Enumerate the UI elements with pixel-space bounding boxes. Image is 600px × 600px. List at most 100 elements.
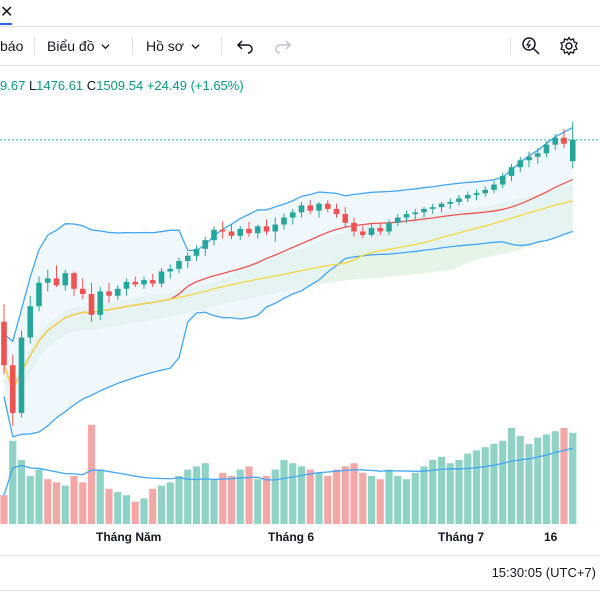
candle-body xyxy=(386,222,392,232)
volume-bar xyxy=(166,482,174,524)
candle-body xyxy=(482,189,489,194)
candle-body xyxy=(316,203,322,211)
bottom-bar xyxy=(0,590,600,600)
volume-bar xyxy=(315,472,323,524)
candle-body xyxy=(149,280,156,284)
profile-menu-button[interactable]: Hồ sơ xyxy=(146,27,200,65)
footer-divider xyxy=(0,555,600,556)
volume-bar xyxy=(324,476,332,524)
zoom-lightning-icon xyxy=(522,37,540,55)
candle-body xyxy=(114,288,121,296)
volume-bar xyxy=(184,469,192,524)
candle-body xyxy=(447,201,454,204)
volume-bar xyxy=(245,466,253,524)
time-axis-label: 16 xyxy=(544,530,558,544)
volume-bar xyxy=(525,444,533,524)
candle-body xyxy=(228,231,235,236)
candle-body xyxy=(351,222,357,232)
volume-bar xyxy=(446,463,454,524)
gear-icon xyxy=(560,36,578,56)
settings-button[interactable] xyxy=(556,33,582,59)
volume-bar xyxy=(26,476,34,524)
volume-bar xyxy=(79,482,87,524)
toolbar-truncated-item[interactable]: báo xyxy=(0,27,23,65)
volume-bar xyxy=(437,456,446,524)
candle-body xyxy=(272,224,279,232)
candle-body xyxy=(167,268,174,272)
volume-bar xyxy=(481,447,489,524)
chart-menu-label: Biểu đồ xyxy=(47,38,95,54)
volume-bar xyxy=(560,428,568,524)
candle-body xyxy=(193,248,200,256)
quick-search-button[interactable] xyxy=(518,33,544,59)
volume-bar xyxy=(44,479,52,524)
volume-bar xyxy=(516,436,524,524)
volume-bar xyxy=(96,469,104,524)
volume-moving-average xyxy=(3,447,573,496)
candle-body xyxy=(176,261,182,269)
candle-body xyxy=(44,278,51,283)
undo-button[interactable] xyxy=(232,33,258,59)
volume-bar xyxy=(61,485,69,524)
candle-body xyxy=(517,160,524,168)
candle-body xyxy=(333,208,340,215)
candle-body xyxy=(53,278,60,286)
volume-bar xyxy=(87,424,96,524)
legend-low-label: L xyxy=(28,78,37,93)
volume-bar xyxy=(332,469,341,524)
candle-body xyxy=(88,294,95,315)
chevron-down-icon xyxy=(191,43,200,49)
volume-bar xyxy=(236,469,244,524)
volume-bar xyxy=(499,440,507,524)
toolbar-divider xyxy=(221,37,222,55)
candle-body xyxy=(79,288,86,294)
bollinger-lower-line xyxy=(3,230,573,438)
candle-body xyxy=(246,228,252,234)
legend-change: +24.49 xyxy=(146,78,187,93)
volume-bar xyxy=(0,495,8,524)
price-chart[interactable] xyxy=(0,66,600,526)
candle-body xyxy=(18,337,25,413)
volume-bar xyxy=(367,476,376,524)
candle-body xyxy=(473,193,480,195)
chart-menu-button[interactable]: Biểu đồ xyxy=(47,27,111,65)
volume-bar xyxy=(490,444,498,524)
legend-close-value: 1509.54 xyxy=(96,78,144,93)
time-axis-label: Tháng Năm xyxy=(96,530,162,544)
candle-body xyxy=(543,144,550,154)
volume-bar xyxy=(420,466,428,524)
candle-body xyxy=(263,226,270,232)
chart-toolbar: báo Biểu đồ Hồ sơ xyxy=(0,26,600,66)
volume-bar xyxy=(569,432,577,524)
volume-bar xyxy=(394,476,402,524)
candle-body xyxy=(298,205,305,213)
volume-bar xyxy=(306,469,314,524)
candle-body xyxy=(324,203,331,209)
candle-body xyxy=(412,212,419,215)
candle-body xyxy=(342,214,349,223)
toolbar-divider xyxy=(34,37,35,55)
candle-body xyxy=(237,228,244,236)
legend-high-value: 9.67 xyxy=(0,78,26,93)
volume-bar xyxy=(297,466,306,524)
active-tab-indicator xyxy=(0,23,12,25)
undo-icon xyxy=(236,40,253,54)
time-axis-label: Tháng 6 xyxy=(268,530,315,544)
volume-bar xyxy=(201,463,209,524)
candle-body xyxy=(394,217,401,223)
candle-body xyxy=(202,240,209,249)
legend-close-label: C xyxy=(86,78,97,93)
candle-body xyxy=(534,153,541,157)
close-tab-icon[interactable]: ✕ xyxy=(0,4,14,21)
candle-body xyxy=(359,231,366,235)
candle-body xyxy=(211,229,217,241)
redo-button[interactable] xyxy=(270,33,296,59)
candle-body xyxy=(289,212,296,218)
candle-body xyxy=(141,280,147,285)
volume-bar xyxy=(359,472,367,524)
volume-bar xyxy=(262,476,271,524)
volume-bar xyxy=(17,460,26,524)
volume-bar xyxy=(35,469,43,524)
candle-body xyxy=(569,139,576,162)
toolbar-truncated-label: báo xyxy=(0,38,24,54)
